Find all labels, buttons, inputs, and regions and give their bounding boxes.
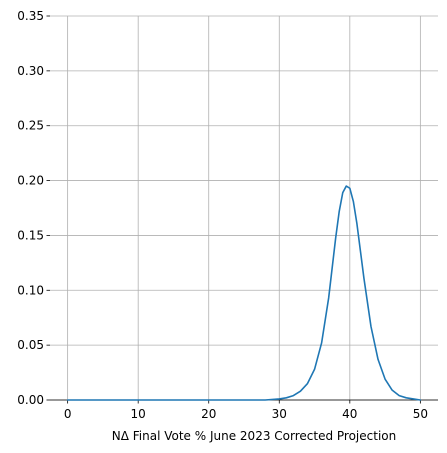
y-tick-label: 0.35 (17, 9, 44, 23)
x-tick-label: 30 (272, 407, 287, 421)
y-tick-label: 0.25 (17, 119, 44, 133)
x-tick-label: 10 (131, 407, 146, 421)
x-tick-label: 40 (342, 407, 357, 421)
y-tick-label: 0.10 (17, 283, 44, 297)
y-tick-label: 0.15 (17, 228, 44, 242)
series-layer (66, 185, 422, 401)
y-tick-label: 0.30 (17, 64, 44, 78)
x-tick-label: 50 (413, 407, 428, 421)
grid-lines (50, 15, 438, 401)
labels: 0 10 20 30 40 50 0.00 0.05 0.10 0.15 0.20 0.25 0.30 0… (17, 9, 428, 443)
y-tick-label: 0.05 (17, 338, 44, 352)
series-line (66, 185, 422, 401)
x-axis-label: NΔ Final Vote % June 2023 Corrected Proj… (112, 429, 396, 443)
y-tick-label: 0.00 (17, 393, 44, 407)
x-tick-label: 20 (201, 407, 216, 421)
x-tick-label: 0 (64, 407, 72, 421)
y-tick-label: 0.20 (17, 174, 44, 188)
